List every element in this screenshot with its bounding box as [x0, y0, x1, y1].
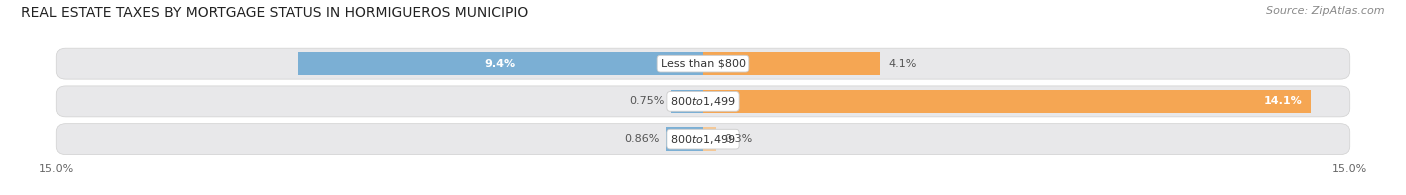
Text: 0.3%: 0.3% [724, 134, 752, 144]
Text: 9.4%: 9.4% [485, 59, 516, 69]
Bar [666, 128, 703, 151]
Bar [703, 90, 1310, 113]
FancyBboxPatch shape [56, 86, 1350, 117]
FancyBboxPatch shape [56, 48, 1350, 79]
Text: REAL ESTATE TAXES BY MORTGAGE STATUS IN HORMIGUEROS MUNICIPIO: REAL ESTATE TAXES BY MORTGAGE STATUS IN … [21, 6, 529, 20]
FancyBboxPatch shape [56, 124, 1350, 155]
Bar [298, 52, 703, 75]
Text: 14.1%: 14.1% [1264, 96, 1302, 106]
Text: $800 to $1,499: $800 to $1,499 [671, 133, 735, 146]
Bar [703, 52, 880, 75]
Bar [671, 90, 703, 113]
Text: $800 to $1,499: $800 to $1,499 [671, 95, 735, 108]
Text: 0.86%: 0.86% [624, 134, 659, 144]
Bar [703, 128, 716, 151]
Text: Less than $800: Less than $800 [661, 59, 745, 69]
Text: 0.75%: 0.75% [628, 96, 664, 106]
Text: 4.1%: 4.1% [889, 59, 917, 69]
Text: Source: ZipAtlas.com: Source: ZipAtlas.com [1267, 6, 1385, 16]
